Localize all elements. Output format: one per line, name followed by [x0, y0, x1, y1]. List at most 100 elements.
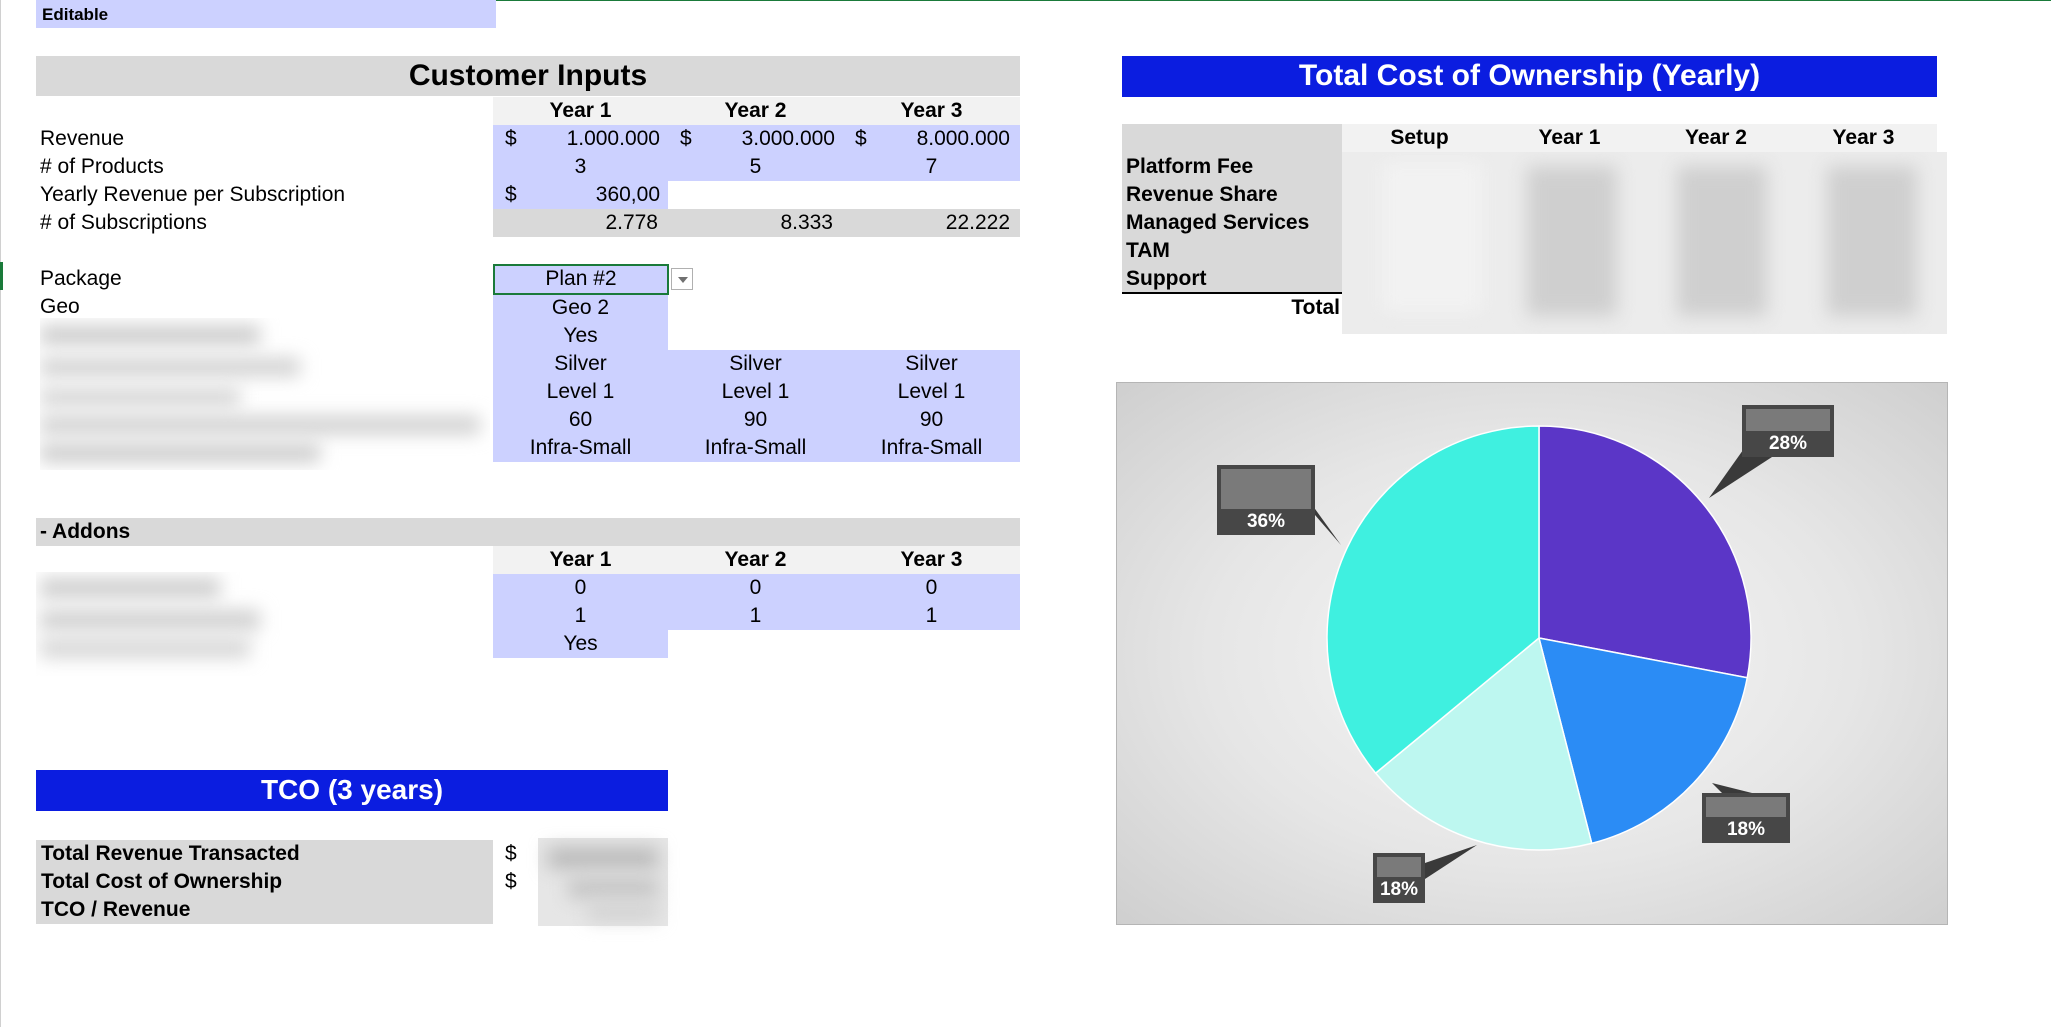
products-year-2[interactable]: 5 — [749, 155, 762, 178]
level-year-1[interactable]: Level 1 — [546, 380, 615, 403]
revenue-currency-2: $ — [680, 127, 692, 150]
blurred-label-bar — [40, 578, 220, 598]
package-dropdown-button[interactable] — [671, 268, 693, 290]
level-year-3[interactable]: Level 1 — [897, 380, 966, 403]
blurred-value — [568, 878, 658, 898]
tco-currency-1: $ — [505, 842, 517, 865]
blurred-value — [1677, 166, 1767, 316]
addons-col-year-1: Year 1 — [549, 548, 612, 571]
blurred-value — [1827, 166, 1917, 316]
count-year-2[interactable]: 90 — [743, 408, 768, 431]
editable-legend: Editable — [36, 0, 496, 28]
package-marker — [0, 262, 3, 290]
yearly-total-label: Total — [1291, 296, 1340, 319]
col-header-year-1: Year 1 — [549, 99, 612, 122]
blurred-label-bar — [40, 326, 260, 344]
blurred-label-bar — [40, 444, 320, 462]
year-header-row — [493, 97, 1020, 125]
chevron-down-icon — [678, 277, 688, 283]
tco-header: TCO (3 years) — [36, 770, 668, 811]
customer-inputs-title: Customer Inputs — [408, 59, 648, 92]
yearly-row-tam: TAM — [1126, 239, 1170, 262]
tier-year-2[interactable]: Silver — [729, 352, 782, 375]
yearly-col-header-row — [1342, 124, 1937, 152]
pie-label-text: 18% — [1380, 879, 1418, 900]
products-year-3[interactable]: 7 — [925, 155, 938, 178]
blurred-value — [1527, 166, 1617, 316]
pie-label-text: 18% — [1727, 819, 1765, 840]
revenue-year-1[interactable]: 1.000.000 — [566, 127, 660, 150]
yearly-col-setup: Setup — [1390, 126, 1449, 149]
products-year-1[interactable]: 3 — [574, 155, 587, 178]
infra-year-1[interactable]: Infra-Small — [529, 436, 632, 459]
customer-inputs-header: Customer Inputs — [36, 56, 1020, 96]
pie-data-label: 18% — [1373, 845, 1477, 903]
blurred-value — [1382, 162, 1482, 312]
addons-r3-year-1: Yes — [563, 632, 598, 655]
revenue-year-3[interactable]: 8.000.000 — [916, 127, 1010, 150]
yearly-revenue-cell[interactable] — [493, 181, 668, 209]
tco-row-cost: Total Cost of Ownership — [41, 870, 283, 893]
yearly-col-year-1: Year 1 — [1538, 126, 1601, 149]
addons-col-year-2: Year 2 — [724, 548, 787, 571]
addons-r1-year-3[interactable]: 0 — [925, 576, 938, 599]
addons-r1-year-1[interactable]: 0 — [574, 576, 587, 599]
tier-year-1[interactable]: Silver — [554, 352, 607, 375]
pie-chart-frame[interactable]: 28% 18% 18% 36% — [1116, 382, 1948, 925]
package-label: Package — [40, 267, 122, 290]
count-year-1[interactable]: 60 — [568, 408, 593, 431]
extra-flag-value[interactable]: Yes — [563, 324, 598, 347]
tco-currency-2: $ — [505, 870, 517, 893]
blurred-label-bar — [40, 416, 480, 434]
tier-year-3[interactable]: Silver — [905, 352, 958, 375]
pie-data-label: 18% — [1702, 783, 1790, 843]
tco-row-revenue: Total Revenue Transacted — [41, 842, 300, 865]
addons-r2-year-1[interactable]: 1 — [574, 604, 587, 627]
package-select[interactable] — [493, 264, 669, 295]
yearly-header: Total Cost of Ownership (Yearly) — [1122, 56, 1937, 97]
addons-r1-year-2[interactable]: 0 — [749, 576, 762, 599]
blurred-labels-block — [40, 318, 490, 470]
blurred-label-bar — [40, 610, 260, 630]
products-label: # of Products — [40, 155, 164, 178]
geo-label: Geo — [40, 295, 80, 318]
pie-chart: 28% 18% 18% 36% — [1217, 405, 1834, 903]
yearly-labels-column — [1122, 124, 1342, 292]
pie-slice — [1326, 425, 1540, 775]
revenue-label: Revenue — [40, 127, 125, 150]
blurred-label-bar — [40, 358, 300, 376]
geo-cell[interactable] — [493, 295, 668, 350]
yearly-revenue-currency: $ — [505, 183, 517, 206]
infra-year-2[interactable]: Infra-Small — [704, 436, 807, 459]
subscriptions-year-2: 8.333 — [780, 211, 833, 234]
products-row-cells — [493, 153, 1020, 181]
addons-r2-year-2[interactable]: 1 — [749, 604, 762, 627]
addons-r2-year-3[interactable]: 1 — [925, 604, 938, 627]
addons-r3-cell[interactable] — [493, 630, 668, 658]
addons-header: - Addons — [36, 518, 1020, 546]
infra-year-3[interactable]: Infra-Small — [880, 436, 983, 459]
pie-slice — [1537, 637, 1749, 845]
revenue-currency-3: $ — [855, 127, 867, 150]
subscriptions-year-1: 2.778 — [605, 211, 658, 234]
blurred-label-bar — [40, 638, 250, 658]
pie-data-label: 36% — [1217, 465, 1341, 545]
revenue-row-cells — [493, 125, 1020, 153]
pie-slice — [1374, 636, 1593, 851]
count-year-3[interactable]: 90 — [919, 408, 944, 431]
package-value: Plan #2 — [545, 267, 617, 290]
blurred-label-bar — [40, 388, 240, 406]
geo-value: Geo 2 — [551, 296, 610, 319]
addons-blurred-labels — [36, 572, 286, 676]
tco-title: TCO (3 years) — [260, 774, 444, 805]
col-header-year-3: Year 3 — [900, 99, 963, 122]
level-year-2[interactable]: Level 1 — [721, 380, 790, 403]
yearly-col-year-2: Year 2 — [1685, 126, 1747, 149]
blurred-value — [588, 904, 658, 920]
subscriptions-row-cells — [493, 209, 1020, 237]
yearly-values-blurred — [1342, 152, 1947, 334]
addons-row-cells — [493, 574, 1020, 630]
revenue-year-2[interactable]: 3.000.000 — [741, 127, 835, 150]
yearly-col-year-3: Year 3 — [1832, 126, 1895, 149]
editable-legend-label: Editable — [42, 5, 109, 24]
